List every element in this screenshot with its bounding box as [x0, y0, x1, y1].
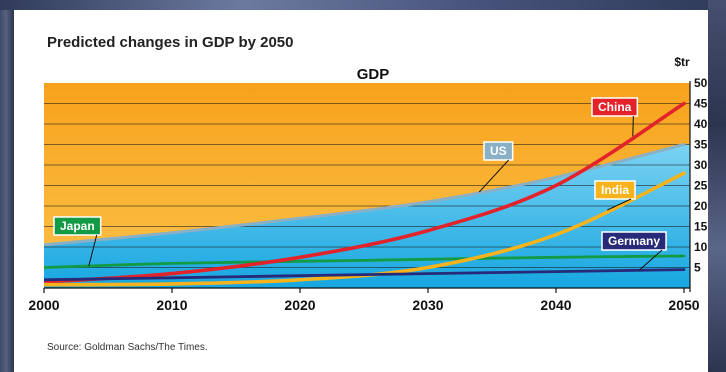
- label-pointer: [633, 116, 634, 136]
- series-label-text: US: [490, 144, 507, 158]
- series-label-text: China: [598, 100, 632, 114]
- source-note: Source: Goldman Sachs/The Times.: [47, 342, 208, 353]
- gdp-chart: Predicted changes in GDP by 2050 GDP $tr…: [14, 10, 708, 372]
- y-unit-label: $tr: [674, 55, 690, 69]
- x-tick-label: 2030: [412, 297, 443, 313]
- x-tick-label: 2000: [28, 297, 59, 313]
- background-strip-right: [708, 0, 726, 372]
- y-ticks: 5 10 15 20 25 30 35 40 45 50: [694, 76, 708, 275]
- background-strip-top: [0, 0, 726, 10]
- plot-title: GDP: [357, 66, 390, 83]
- x-tick-label: 2050: [668, 297, 699, 313]
- series-label-text: Japan: [60, 219, 95, 233]
- y-tick-label: 50: [694, 76, 708, 90]
- y-tick-label: 30: [694, 158, 708, 172]
- x-tick-label: 2010: [156, 297, 187, 313]
- series-label-text: India: [601, 183, 629, 197]
- y-tick-label: 10: [694, 240, 708, 254]
- y-tick-label: 20: [694, 199, 708, 213]
- chart-title: Predicted changes in GDP by 2050: [47, 34, 294, 51]
- y-tick-label: 5: [694, 261, 701, 275]
- x-ticks: 2000 2010 2020 2030 2040 2050: [28, 288, 699, 313]
- x-tick-label: 2020: [284, 297, 315, 313]
- x-tick-label: 2040: [540, 297, 571, 313]
- y-tick-label: 40: [694, 117, 708, 131]
- y-tick-label: 45: [694, 97, 708, 111]
- y-tick-label: 25: [694, 179, 708, 193]
- series-label-text: Germany: [608, 234, 660, 248]
- y-tick-label: 15: [694, 220, 708, 234]
- y-tick-label: 35: [694, 138, 708, 152]
- chart-card: Predicted changes in GDP by 2050 GDP $tr…: [14, 10, 708, 372]
